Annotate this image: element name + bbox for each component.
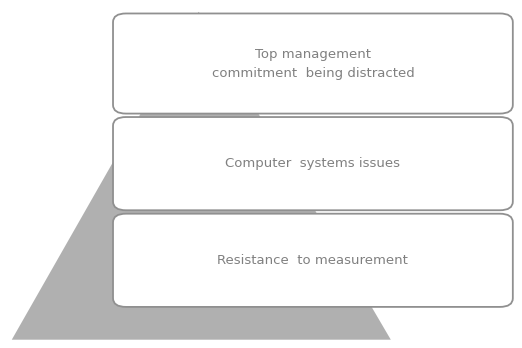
Text: Resistance  to measurement: Resistance to measurement: [218, 254, 408, 267]
FancyBboxPatch shape: [113, 214, 513, 307]
FancyBboxPatch shape: [113, 117, 513, 210]
Polygon shape: [12, 12, 391, 340]
Text: Top management
commitment  being distracted: Top management commitment being distract…: [211, 48, 414, 80]
FancyBboxPatch shape: [113, 14, 513, 113]
Text: Computer  systems issues: Computer systems issues: [226, 157, 400, 170]
